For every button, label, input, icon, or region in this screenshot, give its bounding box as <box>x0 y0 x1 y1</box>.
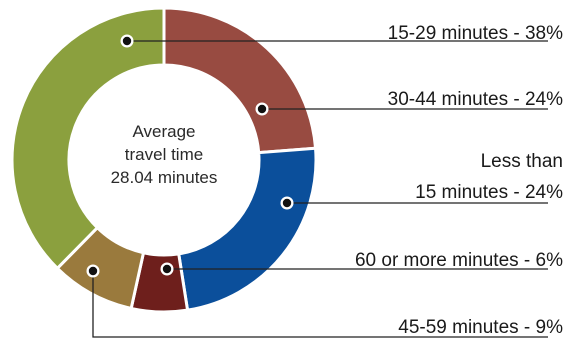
marker-dot-2 <box>282 198 292 208</box>
slice-label-3-line-0: 60 or more minutes - 6% <box>355 250 563 271</box>
slice-label-0-line-0: 15-29 minutes - 38% <box>388 23 563 44</box>
center-text-line-2: 28.04 minutes <box>111 168 218 187</box>
marker-dot-0 <box>122 36 132 46</box>
slice-labels: 15-29 minutes - 38% 30-44 minutes - 24% Le… <box>355 23 563 338</box>
leader-line-4 <box>92 271 548 338</box>
donut-slices <box>10 6 318 314</box>
slice-0 <box>10 6 166 271</box>
slice-label-2-line-1: 15 minutes - 24% <box>415 182 563 203</box>
marker-dot-1 <box>257 104 267 114</box>
marker-dot-4 <box>88 266 98 276</box>
slice-2 <box>177 146 318 312</box>
center-label: Average travel time 28.04 minutes <box>111 122 218 187</box>
slice-label-2-line-0: Less than <box>481 151 563 172</box>
marker-dot-3 <box>162 264 172 274</box>
leader-lines <box>86 34 548 338</box>
slice-label-4-line-0: 45-59 minutes - 9% <box>398 317 563 338</box>
center-text-line-1: travel time <box>125 145 203 164</box>
slice-1 <box>162 6 318 155</box>
center-text-line-0: Average <box>132 122 195 141</box>
slice-label-1-line-0: 30-44 minutes - 24% <box>388 89 563 110</box>
